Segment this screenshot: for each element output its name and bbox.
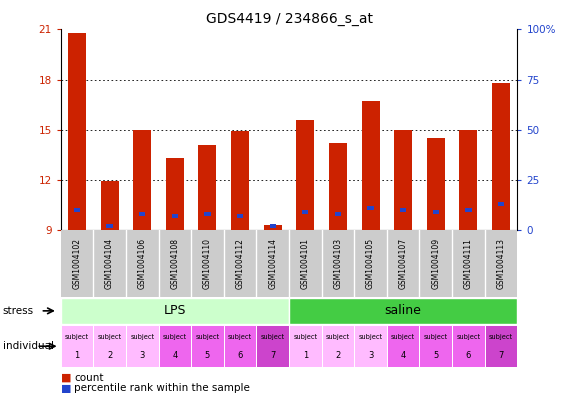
Text: percentile rank within the sample: percentile rank within the sample bbox=[74, 383, 250, 393]
Bar bbox=[198, 145, 216, 230]
Bar bbox=[93, 325, 126, 367]
Bar bbox=[61, 325, 93, 367]
Text: GSM1004114: GSM1004114 bbox=[268, 238, 277, 289]
Text: 5: 5 bbox=[205, 351, 210, 360]
Text: saline: saline bbox=[385, 304, 421, 318]
Text: 6: 6 bbox=[466, 351, 471, 360]
Text: subject: subject bbox=[195, 334, 220, 340]
Bar bbox=[224, 325, 257, 367]
Text: GDS4419 / 234866_s_at: GDS4419 / 234866_s_at bbox=[206, 12, 372, 26]
Bar bbox=[302, 210, 309, 214]
Bar bbox=[269, 224, 276, 228]
Text: individual: individual bbox=[3, 341, 54, 351]
Bar bbox=[297, 119, 314, 230]
Bar bbox=[362, 101, 380, 230]
Bar bbox=[321, 325, 354, 367]
Bar bbox=[74, 208, 80, 212]
Text: subject: subject bbox=[228, 334, 252, 340]
Bar bbox=[68, 33, 86, 230]
Bar bbox=[432, 210, 439, 214]
Bar bbox=[204, 212, 210, 216]
Text: subject: subject bbox=[391, 334, 415, 340]
Bar bbox=[191, 325, 224, 367]
Text: 5: 5 bbox=[433, 351, 438, 360]
Text: subject: subject bbox=[261, 334, 285, 340]
Text: 1: 1 bbox=[303, 351, 308, 360]
Text: count: count bbox=[74, 373, 103, 383]
Bar bbox=[289, 325, 321, 367]
Text: 2: 2 bbox=[335, 351, 340, 360]
Text: GSM1004103: GSM1004103 bbox=[334, 238, 342, 289]
Bar bbox=[126, 325, 158, 367]
Text: LPS: LPS bbox=[164, 304, 186, 318]
Bar bbox=[485, 325, 517, 367]
Text: 7: 7 bbox=[498, 351, 503, 360]
Bar bbox=[166, 158, 184, 230]
Text: GSM1004108: GSM1004108 bbox=[171, 238, 179, 289]
Text: subject: subject bbox=[489, 334, 513, 340]
Bar bbox=[335, 212, 341, 216]
Bar bbox=[394, 130, 412, 230]
Bar bbox=[387, 325, 420, 367]
Bar bbox=[354, 325, 387, 367]
Bar bbox=[427, 138, 444, 230]
Text: subject: subject bbox=[293, 334, 317, 340]
Text: GSM1004111: GSM1004111 bbox=[464, 238, 473, 289]
Text: GSM1004113: GSM1004113 bbox=[497, 238, 506, 289]
Bar bbox=[61, 298, 289, 324]
Text: 2: 2 bbox=[107, 351, 112, 360]
Text: subject: subject bbox=[65, 334, 89, 340]
Text: GSM1004109: GSM1004109 bbox=[431, 238, 440, 289]
Text: GSM1004102: GSM1004102 bbox=[72, 238, 81, 289]
Text: 3: 3 bbox=[368, 351, 373, 360]
Bar bbox=[139, 212, 146, 216]
Text: 4: 4 bbox=[172, 351, 177, 360]
Bar bbox=[465, 208, 472, 212]
Text: GSM1004107: GSM1004107 bbox=[399, 238, 407, 289]
Bar bbox=[420, 325, 452, 367]
Text: subject: subject bbox=[326, 334, 350, 340]
Bar bbox=[498, 202, 504, 206]
Text: 7: 7 bbox=[270, 351, 275, 360]
Text: 4: 4 bbox=[401, 351, 406, 360]
Bar bbox=[329, 143, 347, 230]
Bar bbox=[264, 225, 281, 230]
Bar bbox=[460, 130, 477, 230]
Bar bbox=[368, 206, 374, 210]
Text: GSM1004106: GSM1004106 bbox=[138, 238, 147, 289]
Bar bbox=[237, 214, 243, 218]
Text: GSM1004101: GSM1004101 bbox=[301, 238, 310, 289]
Text: 3: 3 bbox=[139, 351, 145, 360]
Text: subject: subject bbox=[130, 334, 154, 340]
Text: GSM1004112: GSM1004112 bbox=[236, 238, 244, 289]
Text: subject: subject bbox=[98, 334, 122, 340]
Bar bbox=[289, 298, 517, 324]
Bar bbox=[257, 325, 289, 367]
Text: GSM1004110: GSM1004110 bbox=[203, 238, 212, 289]
Text: ■: ■ bbox=[61, 373, 71, 383]
Bar bbox=[172, 214, 178, 218]
Bar bbox=[101, 182, 118, 230]
Text: 6: 6 bbox=[238, 351, 243, 360]
Text: subject: subject bbox=[163, 334, 187, 340]
Text: subject: subject bbox=[424, 334, 448, 340]
Bar bbox=[106, 224, 113, 228]
Text: ■: ■ bbox=[61, 383, 71, 393]
Bar bbox=[400, 208, 406, 212]
Bar bbox=[452, 325, 485, 367]
Text: subject: subject bbox=[358, 334, 383, 340]
Text: subject: subject bbox=[456, 334, 480, 340]
Bar bbox=[492, 83, 510, 230]
Bar bbox=[231, 131, 249, 230]
Text: stress: stress bbox=[3, 306, 34, 316]
Text: GSM1004104: GSM1004104 bbox=[105, 238, 114, 289]
Text: GSM1004105: GSM1004105 bbox=[366, 238, 375, 289]
Text: 1: 1 bbox=[75, 351, 80, 360]
Bar bbox=[134, 130, 151, 230]
Bar bbox=[158, 325, 191, 367]
